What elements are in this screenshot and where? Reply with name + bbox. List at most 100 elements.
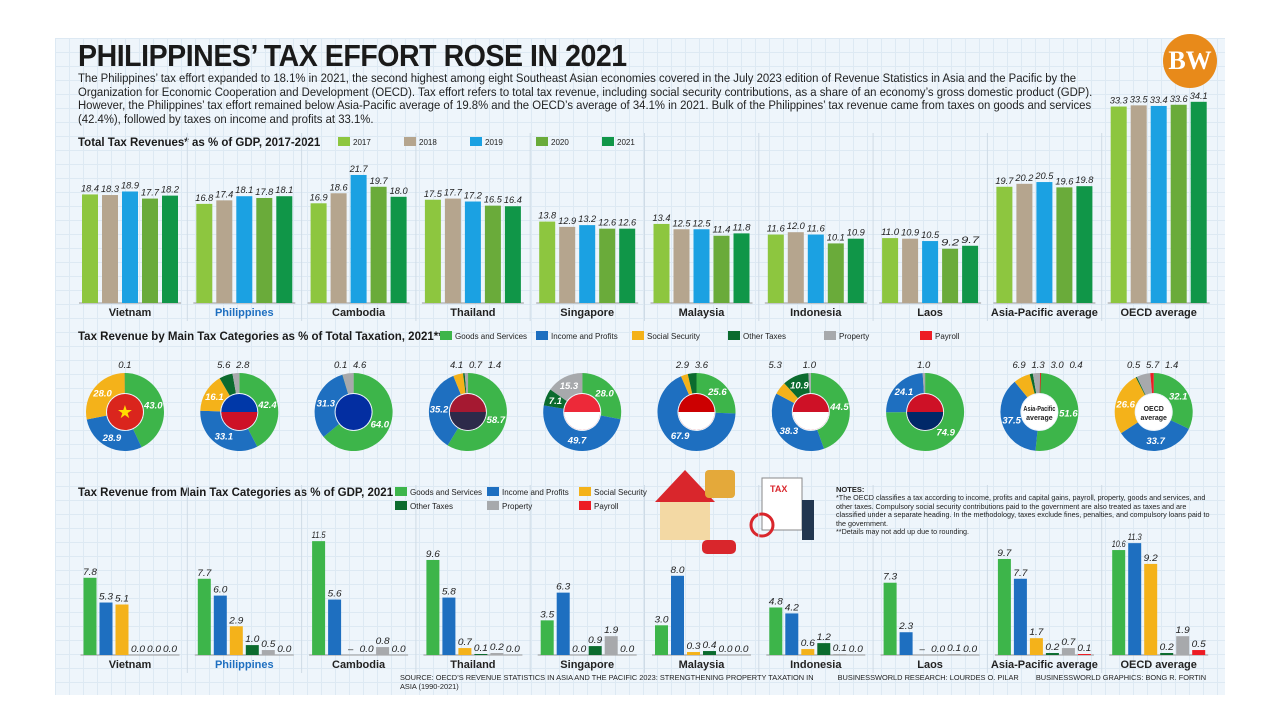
donut-center-label: average <box>1026 415 1053 422</box>
donut-value-label: 31.3 <box>317 399 336 410</box>
bar-value-label: 5.6 <box>328 589 343 600</box>
bar-value-label: 0.7 <box>458 637 473 648</box>
bar-malaysia-2019 <box>693 229 710 303</box>
donut-value-label: 49.7 <box>567 436 587 447</box>
bar-value-label: 0.2 <box>1045 642 1060 653</box>
bar-cambodia-2019 <box>350 174 367 303</box>
bar-value-label: 19.8 <box>1075 175 1094 186</box>
donut-slice-goods-and-services <box>1153 373 1193 429</box>
category-label: OECD average <box>1120 307 1196 319</box>
donut-center-label: OECD <box>1144 406 1164 413</box>
bar-value-label: 0.5 <box>261 639 276 650</box>
bar-value-label: 11.3 <box>1128 532 1143 543</box>
star-icon: ★ <box>117 402 133 422</box>
legend-swatch-2018 <box>404 137 416 146</box>
bar-laos-goods-and-services <box>883 582 897 655</box>
donut-value-label: 33.1 <box>215 432 234 443</box>
bar-value-label: 12.5 <box>673 218 692 229</box>
legend-swatch-other-taxes <box>728 331 740 340</box>
bar-value-label: 19.7 <box>370 176 389 187</box>
bar-value-label: – <box>918 644 925 655</box>
bar-value-label: 18.4 <box>81 183 99 194</box>
donut-slice-property <box>464 373 469 394</box>
bar-value-label: 0.7 <box>1061 637 1076 648</box>
donut-cambodia: 64.0 31.3 0.1 4.6 <box>314 360 393 451</box>
category-label: Cambodia <box>332 659 386 671</box>
bar-asia-pacific-average-2019 <box>1036 182 1053 303</box>
bar-malaysia-other-taxes <box>703 651 716 655</box>
legend-label: Income and Profits <box>502 488 569 497</box>
flag-stripe <box>907 412 944 430</box>
flag-icon <box>1135 394 1172 430</box>
bar-value-label: 12.6 <box>598 218 617 229</box>
bar-value-label: 4.8 <box>769 596 784 607</box>
bar-value-label: 11.5 <box>312 530 327 541</box>
bar-value-label: 17.8 <box>255 187 274 198</box>
bar-value-label: 0.0 <box>392 644 407 655</box>
bar-value-label: 0.2 <box>1160 642 1175 653</box>
bar-asia-pacific-average-2018 <box>1016 183 1033 303</box>
bar-vietnam-2017 <box>82 194 98 303</box>
bar-laos-2017 <box>882 238 899 303</box>
bar-malaysia-goods-and-services <box>655 625 668 655</box>
bar-oecd-average-2020 <box>1170 104 1187 303</box>
bar-asia-pacific-average-goods-and-services <box>997 558 1011 655</box>
donut-slice-income-and-profits <box>314 374 349 437</box>
donut-value-label: 3.0 <box>1050 360 1064 371</box>
donut-value-label: 44.5 <box>829 402 849 413</box>
bar-vietnam-2020 <box>142 198 158 303</box>
category-label: Vietnam <box>109 307 152 319</box>
bar-value-label: 16.5 <box>484 195 503 206</box>
bar-thailand-2018 <box>444 198 461 303</box>
bar-philippines-income-and-profits <box>213 595 227 655</box>
bar-cambodia-2021 <box>390 196 407 303</box>
bar-value-label: 0.6 <box>801 638 816 649</box>
bar-value-label: 9.7 <box>997 548 1012 559</box>
bar-vietnam-goods-and-services <box>83 577 97 655</box>
donut-value-label: 2.8 <box>235 360 250 371</box>
bar-value-label: 16.8 <box>195 193 214 204</box>
category-label: Laos <box>917 307 943 319</box>
bar-value-label: 10.5 <box>921 230 940 241</box>
category-label: Thailand <box>450 659 495 671</box>
category-label: Indonesia <box>790 307 842 319</box>
legend-label: 2017 <box>353 138 371 147</box>
legend-label: Payroll <box>935 332 960 341</box>
bar-value-label: 20.5 <box>1034 171 1054 182</box>
category-label: OECD average <box>1120 659 1196 671</box>
donut-slice-goods-and-services <box>810 373 850 449</box>
donut-slice-property <box>922 373 926 394</box>
bar-value-label: 9.6 <box>426 549 441 560</box>
bar-value-label: 21.7 <box>349 164 369 175</box>
donut-value-label: 28.0 <box>594 389 614 400</box>
bar-oecd-average-2019 <box>1150 105 1167 303</box>
donut-slice-income-and-profits <box>200 410 258 452</box>
donut-slice-property <box>1136 373 1153 395</box>
credits: SOURCE: OECD’S REVENUE STATISTICS IN ASI… <box>400 673 1220 691</box>
intro-paragraph: The Philippines’ tax effort expanded to … <box>78 71 1093 126</box>
donut-value-label: 28.9 <box>102 433 122 444</box>
legend-label: Payroll <box>594 502 619 511</box>
category-label: Malaysia <box>679 307 726 319</box>
bar-value-label: 33.3 <box>1110 96 1129 107</box>
bar-philippines-2018 <box>216 200 233 303</box>
bar-value-label: 17.7 <box>444 188 463 199</box>
donut-slice-social-security <box>776 383 798 404</box>
bar-asia-pacific-average-2017 <box>996 186 1013 303</box>
bar-value-label: 0.9 <box>588 635 603 646</box>
bar-philippines-other-taxes <box>245 645 259 655</box>
legend-label: 2020 <box>551 138 569 147</box>
legend-swatch-social-security <box>579 487 591 496</box>
donut-slice-other-taxes <box>784 373 810 399</box>
legend-swatch-payroll <box>579 501 591 510</box>
bar-cambodia-2018 <box>330 193 347 303</box>
bar-value-label: 12.0 <box>787 221 806 232</box>
legend-label: Other Taxes <box>743 332 786 341</box>
bar-value-label: 0.0 <box>963 644 978 655</box>
source-credit: SOURCE: OECD’S REVENUE STATISTICS IN ASI… <box>400 673 814 691</box>
legend-swatch-property <box>487 501 499 510</box>
car-icon <box>702 540 736 554</box>
bar-laos-2020 <box>942 248 959 303</box>
bar-value-label: 7.3 <box>883 572 898 583</box>
house-tax-illustration: TAX <box>655 470 814 554</box>
